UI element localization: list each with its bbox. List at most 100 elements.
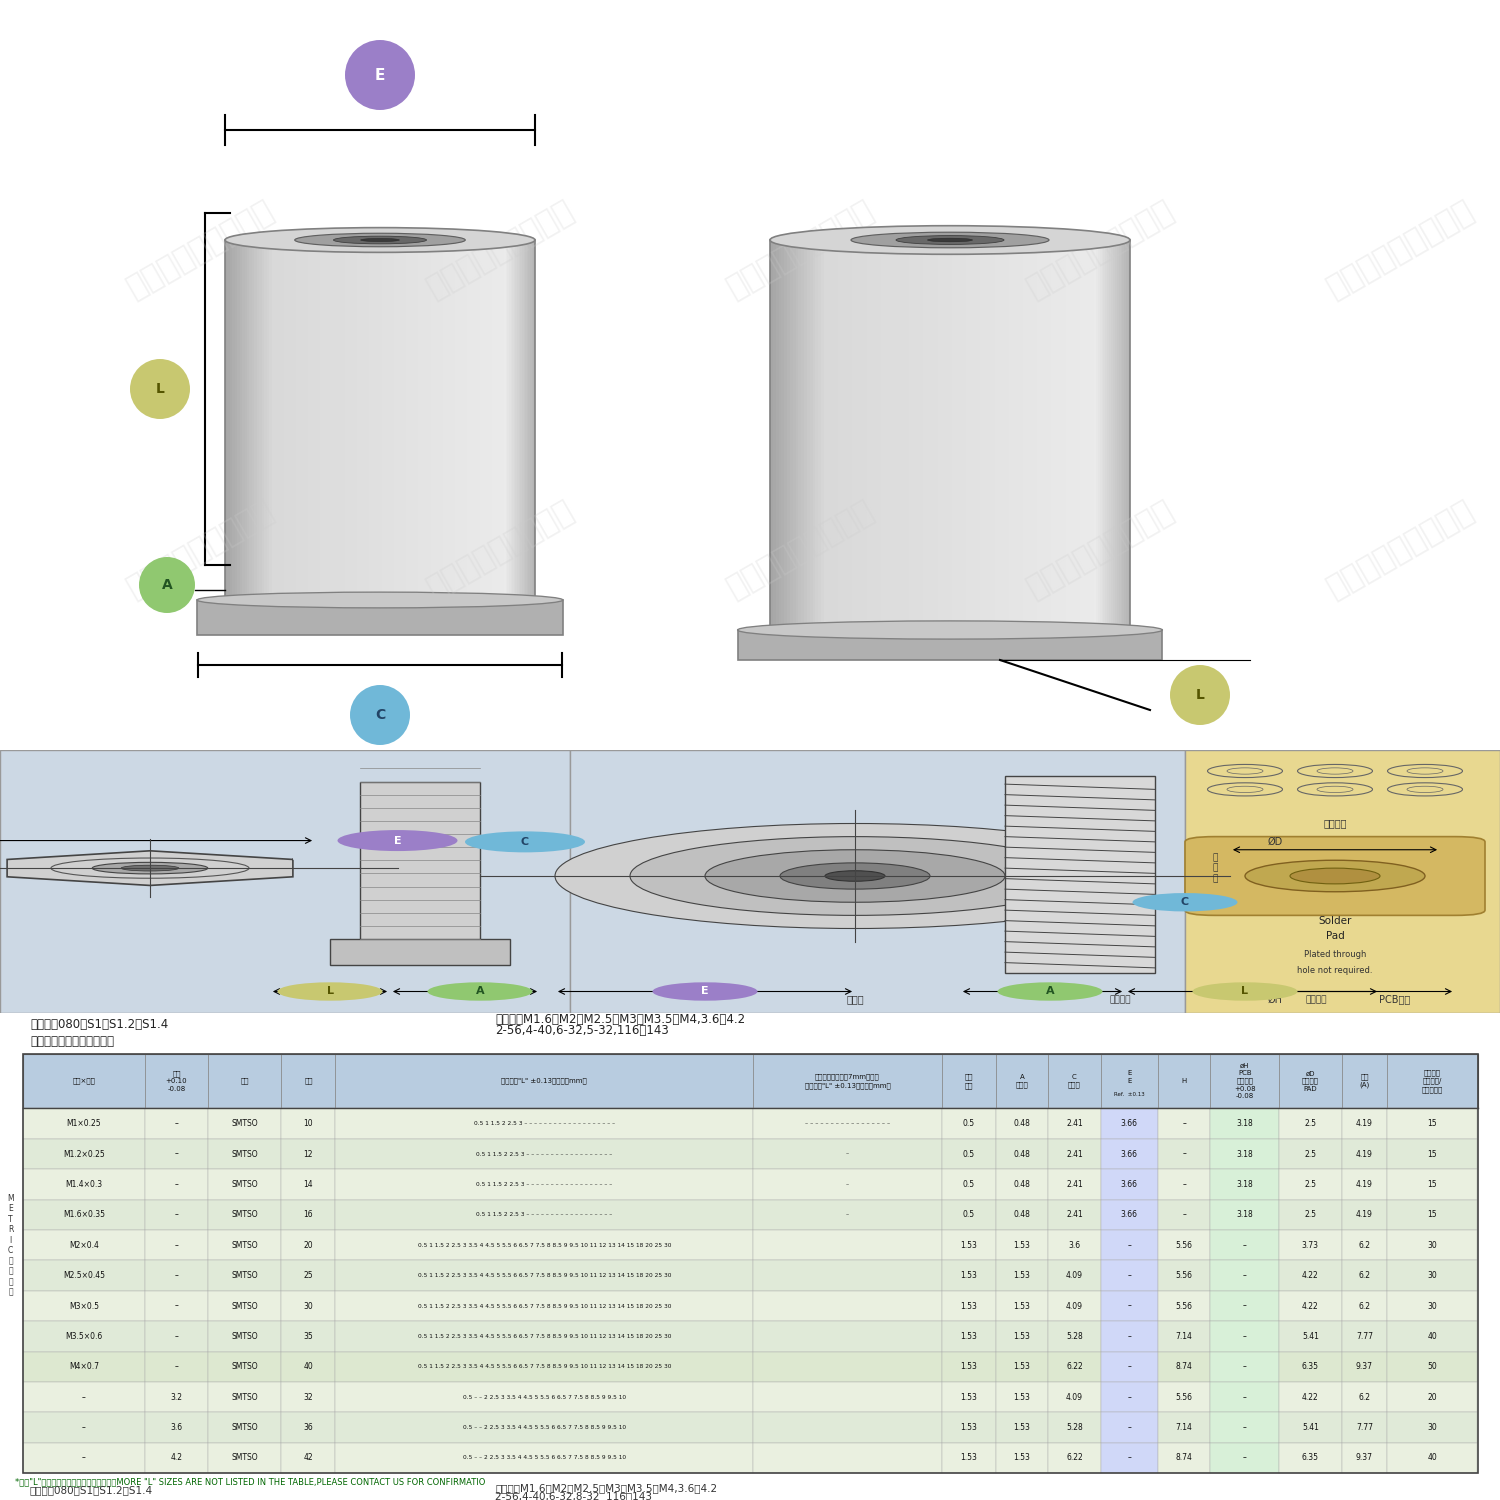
Bar: [1280, 1260, 1341, 1292]
Bar: [1280, 1200, 1341, 1230]
Polygon shape: [8, 850, 292, 885]
Bar: [22, 1382, 1478, 1413]
Text: C: C: [1180, 897, 1190, 908]
Text: 2.41: 2.41: [1066, 1149, 1083, 1158]
Text: 2.5: 2.5: [1305, 1210, 1317, 1219]
Bar: [1210, 1230, 1280, 1260]
Bar: [22, 1200, 1478, 1230]
Bar: [1210, 1260, 1280, 1292]
Text: 2.5: 2.5: [1305, 1149, 1317, 1158]
Text: 20: 20: [303, 1240, 313, 1250]
Text: SMTSO: SMTSO: [231, 1454, 258, 1462]
Bar: [22, 1260, 146, 1292]
Ellipse shape: [93, 862, 207, 874]
Text: 1.53: 1.53: [1014, 1240, 1031, 1250]
Bar: [282, 1138, 336, 1168]
Text: 2-56,4-40,6-32,5-32,116和143: 2-56,4-40,6-32,5-32,116和143: [495, 1024, 669, 1036]
Text: M2.5×0.45: M2.5×0.45: [63, 1270, 105, 1280]
Bar: [282, 1168, 336, 1200]
Bar: [146, 1413, 207, 1443]
Bar: [1388, 1168, 1478, 1200]
Bar: [282, 1443, 336, 1473]
Text: 4.22: 4.22: [1302, 1270, 1318, 1280]
Text: 20: 20: [1428, 1392, 1437, 1401]
Bar: [330, 939, 510, 966]
Text: 6.2: 6.2: [1359, 1392, 1371, 1401]
Text: 4.22: 4.22: [1302, 1392, 1318, 1401]
Bar: [790, 240, 792, 630]
Text: –: –: [1244, 1454, 1246, 1462]
Circle shape: [555, 824, 1155, 928]
Bar: [753, 1230, 942, 1260]
Bar: [442, 240, 454, 600]
Bar: [924, 240, 938, 630]
Bar: [1108, 240, 1112, 630]
Bar: [1048, 1322, 1101, 1352]
Text: 拧紧扭矩
（千克力/
平方厘米）: 拧紧扭矩 （千克力/ 平方厘米）: [1422, 1070, 1443, 1092]
Text: SMTSO: SMTSO: [231, 1180, 258, 1190]
Bar: [207, 1443, 282, 1473]
Bar: [1048, 1230, 1101, 1260]
Bar: [516, 240, 518, 600]
Bar: [778, 240, 782, 630]
Text: 25: 25: [303, 1270, 313, 1280]
Text: –: –: [1128, 1240, 1131, 1250]
Bar: [996, 1413, 1048, 1443]
Text: 5.56: 5.56: [1176, 1240, 1192, 1250]
Text: 飞炫达科技有限公司: 飞炫达科技有限公司: [722, 196, 879, 303]
Text: 6.2: 6.2: [1359, 1302, 1371, 1311]
Bar: [282, 1230, 336, 1260]
Bar: [792, 240, 795, 630]
Bar: [336, 1352, 753, 1382]
Text: 2-56,4-40,6-32,8-32  116和143: 2-56,4-40,6-32,8-32 116和143: [495, 1491, 652, 1500]
Text: 0.48: 0.48: [1014, 1149, 1031, 1158]
Text: 2.41: 2.41: [1066, 1210, 1083, 1219]
Bar: [1388, 1138, 1478, 1168]
Bar: [336, 1054, 753, 1108]
Text: –: –: [1182, 1180, 1186, 1190]
Bar: [1112, 240, 1113, 630]
Bar: [996, 1168, 1048, 1200]
Bar: [1101, 1200, 1158, 1230]
Bar: [507, 240, 509, 600]
Bar: [1185, 750, 1500, 1012]
Bar: [1158, 1138, 1210, 1168]
Circle shape: [345, 40, 416, 110]
Text: –: –: [174, 1362, 178, 1371]
Bar: [942, 1230, 996, 1260]
Bar: [1388, 1108, 1478, 1138]
Bar: [514, 240, 516, 600]
Text: –: –: [1182, 1210, 1186, 1219]
Bar: [520, 240, 522, 600]
Bar: [146, 1292, 207, 1322]
Text: –: –: [1128, 1392, 1131, 1401]
Bar: [146, 1230, 207, 1260]
Bar: [336, 1443, 753, 1473]
Bar: [753, 1138, 942, 1168]
Text: 15: 15: [1428, 1180, 1437, 1190]
Bar: [1114, 240, 1116, 630]
Text: 0.5: 0.5: [963, 1180, 975, 1190]
Text: 5.41: 5.41: [1302, 1332, 1318, 1341]
Text: 40: 40: [303, 1362, 313, 1371]
Text: 飞炫达科技有限公司: 飞炫达科技有限公司: [1322, 496, 1479, 603]
Bar: [1126, 240, 1128, 630]
Bar: [22, 1352, 1478, 1382]
Text: SMTSO: SMTSO: [231, 1302, 258, 1311]
Bar: [1341, 1352, 1388, 1382]
Text: SMTSO: SMTSO: [231, 1362, 258, 1371]
Bar: [240, 240, 242, 600]
Bar: [272, 240, 284, 600]
Circle shape: [130, 358, 190, 419]
Text: M
E
T
R
I
C
公
制
尺
寸: M E T R I C 公 制 尺 寸: [8, 1194, 14, 1296]
Text: –: –: [174, 1149, 178, 1158]
Bar: [282, 1260, 336, 1292]
Text: 0.5 – – 2 2.5 3 3.5 4 4.5 5 5.5 6 6.5 7 7.5 8 8.5 9 9.5 10: 0.5 – – 2 2.5 3 3.5 4 4.5 5 5.5 6 6.5 7 …: [464, 1425, 626, 1430]
Ellipse shape: [738, 621, 1162, 639]
Text: M1×0.25: M1×0.25: [66, 1119, 102, 1128]
Bar: [261, 240, 264, 600]
Circle shape: [652, 982, 758, 1000]
Bar: [996, 1054, 1048, 1108]
Text: 8.74: 8.74: [1176, 1362, 1192, 1371]
Bar: [252, 240, 255, 600]
